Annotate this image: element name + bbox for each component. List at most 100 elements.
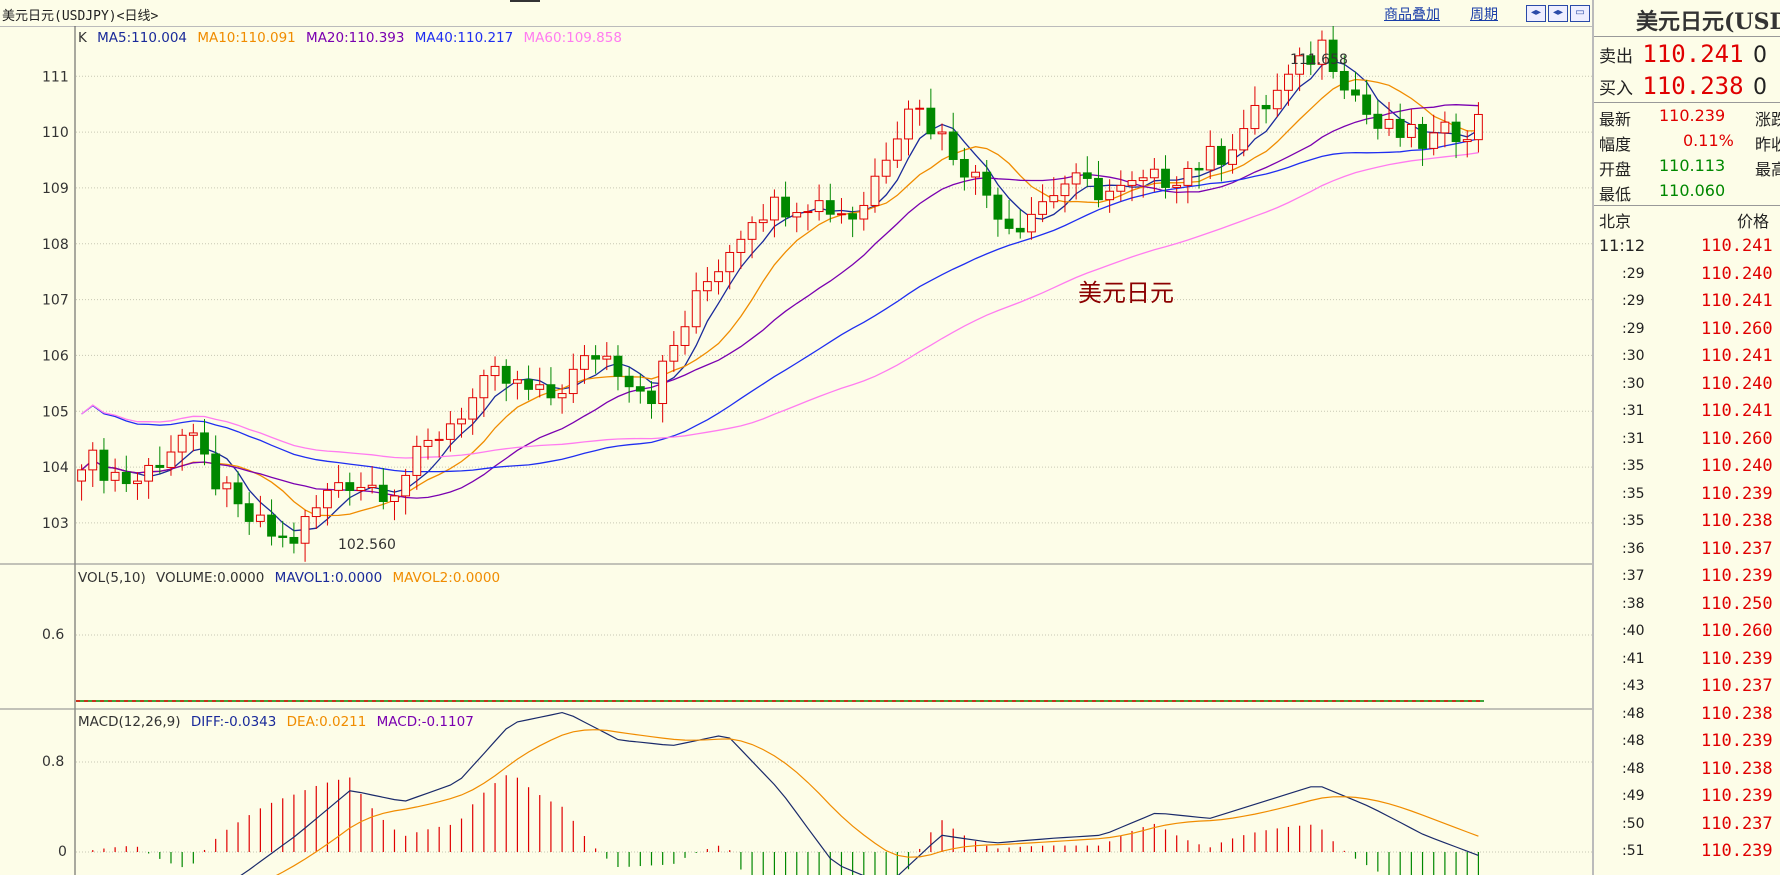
- tick-row: :43 110.237: [1594, 673, 1780, 700]
- ma60-label: MA60:109.858: [523, 30, 622, 46]
- candle-body: [166, 451, 176, 468]
- vol-mavol2: MAVOL2:0.0000: [392, 570, 501, 586]
- candle-body: [680, 326, 690, 346]
- candle-body: [289, 536, 299, 544]
- nav-left-icon[interactable]: ◂▸: [1526, 5, 1546, 22]
- candle-body: [121, 471, 131, 485]
- candle-body: [1261, 104, 1271, 110]
- candle-body: [1339, 70, 1349, 91]
- change-label: 涨跌: [1755, 110, 1780, 129]
- tick-price: 110.237: [1701, 538, 1773, 559]
- chart-title: 美元日元(USDJPY)<日线>: [2, 9, 159, 24]
- candle-body: [1395, 118, 1405, 138]
- quote-panel: 美元日元(USD 卖出 110.241 0 买入 110.238 0 最新 11…: [1592, 0, 1780, 875]
- tick-price: 110.239: [1701, 786, 1773, 806]
- candle-body: [937, 131, 947, 135]
- candle-body: [781, 196, 790, 218]
- tick-price: 110.240: [1701, 456, 1773, 476]
- tick-row: 11:12 110.241: [1594, 233, 1780, 260]
- overlay-link[interactable]: 商品叠加: [1384, 7, 1440, 23]
- tick-row: :37 110.239: [1594, 563, 1780, 590]
- candle-body: [1071, 172, 1081, 185]
- open-value: 110.113: [1659, 156, 1726, 175]
- candle-body: [512, 379, 522, 384]
- candle-body: [1418, 123, 1427, 149]
- ma40-label: MA40:110.217: [414, 30, 514, 46]
- period-link[interactable]: 周期: [1470, 7, 1498, 23]
- candle-body: [412, 445, 422, 476]
- candle-body: [1351, 89, 1360, 96]
- amplitude-label: 幅度: [1599, 135, 1632, 154]
- tick-time: :29: [1622, 320, 1645, 337]
- tick-row: :48 110.238: [1594, 701, 1780, 728]
- tick-price: 110.250: [1701, 593, 1773, 614]
- tick-price: 110.237: [1701, 676, 1773, 696]
- candle-body: [1082, 172, 1092, 179]
- candle-body: [367, 484, 377, 488]
- candle-body: [445, 423, 455, 440]
- candle-body: [1284, 73, 1293, 91]
- high-label: 111.658: [1290, 52, 1348, 68]
- candle-body: [825, 200, 835, 215]
- macd-dea-line: [275, 729, 1479, 875]
- candle-body: [1306, 55, 1316, 65]
- tick-row: :30 110.241: [1594, 343, 1780, 370]
- candle-body: [881, 159, 891, 177]
- candle-body: [624, 375, 634, 388]
- candle-body: [1228, 149, 1237, 165]
- candle-body: [155, 464, 165, 468]
- candle-body: [613, 355, 623, 377]
- y-tick-label: 104: [42, 460, 69, 476]
- candle-body: [1362, 94, 1372, 115]
- tick-price: 110.238: [1701, 703, 1773, 724]
- candle-body: [691, 290, 701, 328]
- kline-chart[interactable]: 美元日元 111.658 102.560 1111101091081071061…: [0, 26, 1592, 875]
- sell-label: 卖出: [1599, 47, 1633, 67]
- candle-body: [334, 482, 344, 491]
- latest-value: 110.239: [1659, 106, 1726, 125]
- candle-body: [568, 368, 578, 395]
- candle-body: [401, 474, 411, 497]
- tick-price: 110.241: [1701, 236, 1773, 256]
- tick-price: 110.239: [1701, 841, 1773, 861]
- candle-body: [390, 495, 399, 502]
- candle-body: [557, 393, 567, 399]
- candle-body: [233, 482, 243, 505]
- candle-body: [222, 482, 232, 490]
- ticks-price-header: 价格: [1737, 212, 1770, 231]
- tick-time: :48: [1622, 760, 1645, 777]
- candle-body: [423, 439, 433, 447]
- candle-body: [501, 365, 511, 384]
- tick-time: :29: [1622, 293, 1645, 309]
- tick-price: 110.241: [1701, 401, 1773, 421]
- quote-symbol: 美元日元(USD: [1636, 9, 1780, 35]
- vol-legend: VOL(5,10) VOLUME:0.0000 MAVOL1:0.0000 MA…: [78, 570, 506, 586]
- tick-time: :38: [1622, 595, 1645, 612]
- candle-body: [982, 171, 992, 196]
- tick-time: :29: [1622, 265, 1645, 282]
- candle-body: [770, 196, 779, 221]
- candle-body: [378, 484, 388, 502]
- amplitude-row: 幅度 0.11% 昨收: [1599, 131, 1780, 155]
- tick-time: :30: [1622, 348, 1645, 364]
- tick-row: :29 110.241: [1594, 288, 1780, 315]
- tick-price: 110.239: [1701, 648, 1773, 669]
- candle-body: [971, 171, 980, 178]
- nav-layout-icon[interactable]: ▭: [1570, 5, 1590, 22]
- nav-right-icon[interactable]: ◂▸: [1548, 5, 1568, 22]
- candle-body: [524, 379, 533, 390]
- buy-label: 买入: [1599, 79, 1633, 99]
- candle-body: [244, 503, 254, 522]
- candle-body: [669, 344, 679, 362]
- chart-area[interactable]: 美元日元 111.658 102.560 111 110 109 108 107 106 1…: [0, 26, 1592, 875]
- tick-row: :50 110.237: [1594, 811, 1780, 838]
- candle-body: [602, 355, 612, 360]
- tick-row: :29 110.260: [1594, 316, 1780, 343]
- tick-price: 110.239: [1701, 483, 1773, 504]
- tick-row: :36 110.237: [1594, 536, 1780, 563]
- candles: [77, 26, 1483, 562]
- y-tick-label: 103: [42, 516, 69, 532]
- candle-body: [546, 384, 556, 399]
- candle-body: [993, 194, 1003, 220]
- tick-time: :48: [1622, 733, 1645, 749]
